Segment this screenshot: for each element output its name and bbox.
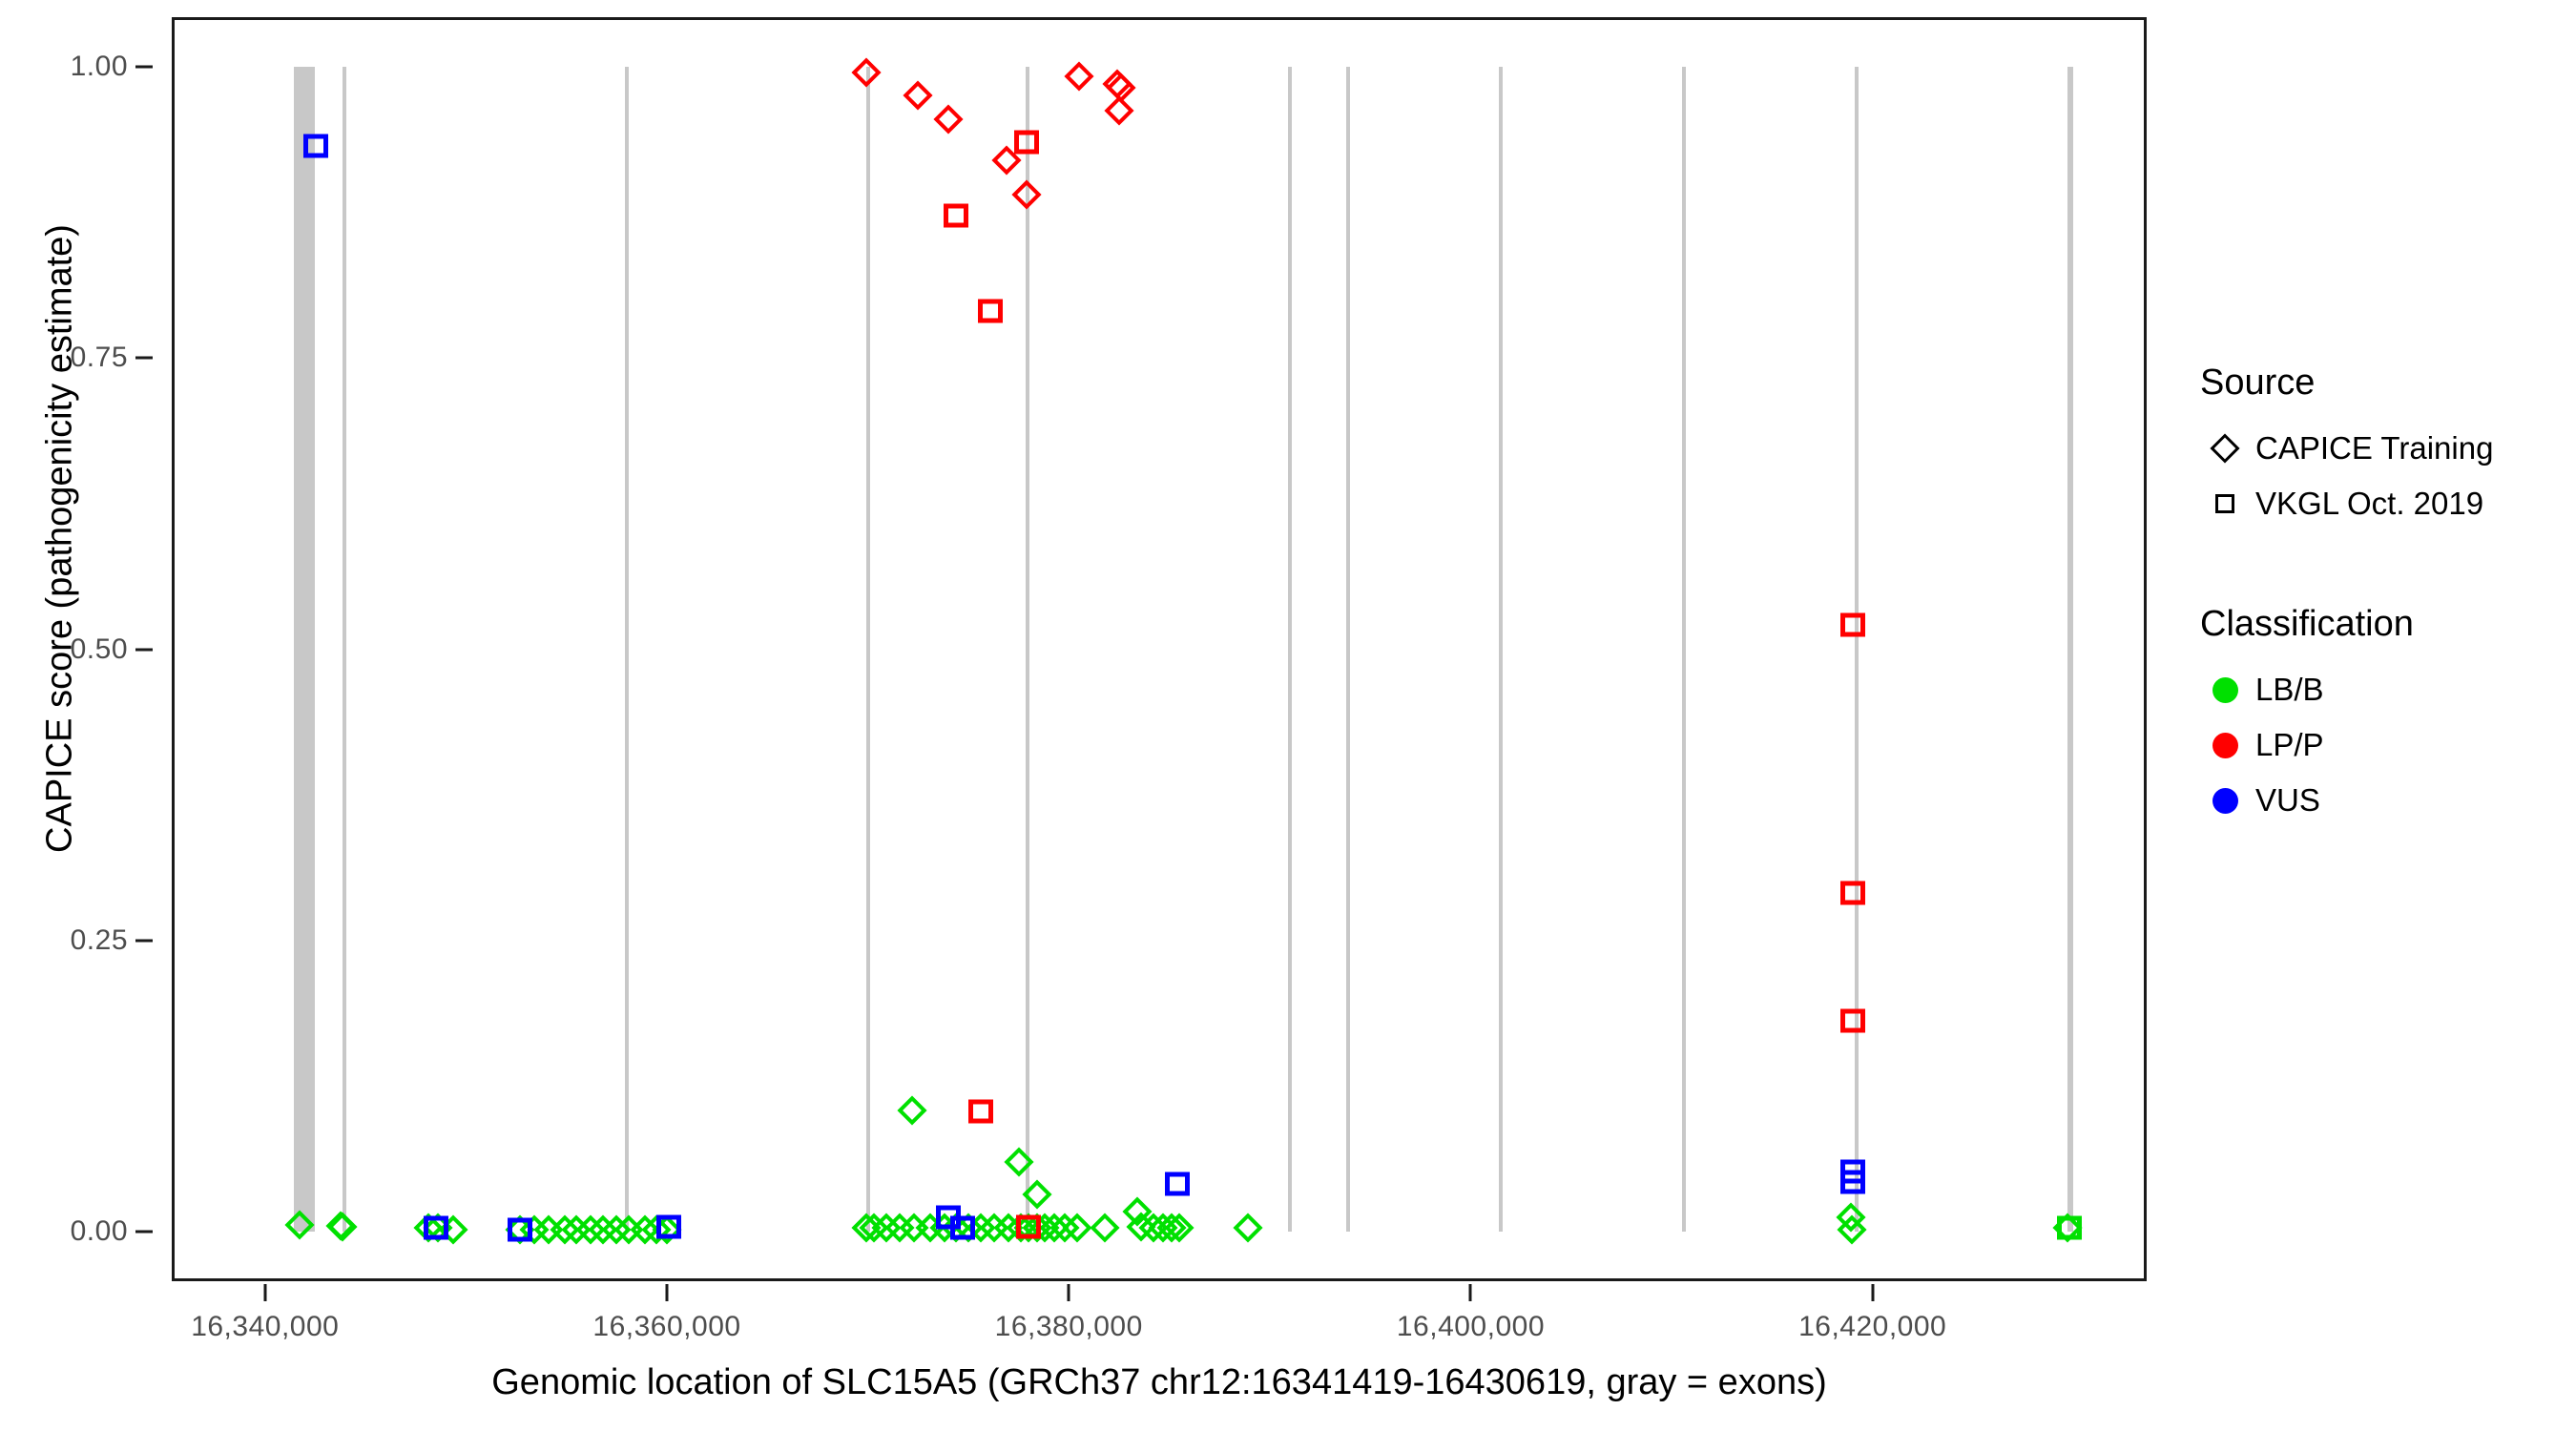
y-tick-mark <box>135 356 153 360</box>
plot-area <box>175 20 2144 1278</box>
legend-label: CAPICE Training <box>2255 430 2494 466</box>
data-point <box>1016 1214 1042 1239</box>
data-point <box>1064 61 1094 92</box>
exon-band <box>1854 66 1859 1233</box>
data-point <box>1233 1213 1263 1244</box>
data-point <box>302 134 328 158</box>
data-point <box>1013 130 1039 155</box>
exon-band <box>293 66 315 1233</box>
x-tick-mark <box>1871 1284 1875 1301</box>
dot-icon-vus <box>2194 787 2255 814</box>
x-tick-label: 16,400,000 <box>1396 1311 1546 1342</box>
data-point <box>508 1217 533 1242</box>
data-point <box>949 1215 975 1240</box>
exon-band <box>1025 66 1029 1233</box>
y-tick-mark <box>135 65 153 69</box>
legend-item-lbb[interactable]: LB/B <box>2194 662 2557 717</box>
x-axis-title: Genomic location of SLC15A5 (GRCh37 chr1… <box>491 1362 1827 1402</box>
data-point <box>903 80 933 111</box>
y-tick-label: 0.50 <box>70 633 128 665</box>
x-tick-mark <box>1468 1284 1472 1301</box>
legend-label: VUS <box>2255 782 2320 818</box>
exon-band <box>1345 66 1350 1233</box>
exon-band <box>342 66 346 1233</box>
data-point <box>933 104 964 135</box>
y-tick-mark <box>135 1230 153 1234</box>
data-point <box>944 203 969 228</box>
x-tick-label: 16,360,000 <box>592 1311 741 1342</box>
y-tick-label: 1.00 <box>70 50 128 82</box>
x-tick-mark <box>665 1284 669 1301</box>
data-point <box>1839 1170 1865 1194</box>
x-tick-mark <box>263 1284 267 1301</box>
x-tick-label: 16,340,000 <box>191 1311 340 1342</box>
data-point <box>1090 1213 1120 1244</box>
legend-title-classification: Classification <box>2200 604 2414 644</box>
legend-group-classification: Classification LB/B LP/P VUS <box>2194 604 2557 828</box>
legend-label: LP/P <box>2255 727 2324 762</box>
legend-group-source: Source CAPICE Training VKGL Oct. 2019 <box>2194 363 2557 531</box>
data-point <box>1104 95 1134 126</box>
y-tick-mark <box>135 648 153 651</box>
exon-band <box>1498 66 1503 1233</box>
data-point <box>850 57 882 88</box>
exon-band <box>1287 66 1292 1233</box>
square-outline-icon <box>2194 494 2255 513</box>
x-tick-label: 16,420,000 <box>1798 1311 1947 1342</box>
data-point <box>327 1212 358 1242</box>
data-point <box>1839 1008 1865 1033</box>
data-point <box>423 1215 448 1240</box>
legend-label: VKGL Oct. 2019 <box>2255 486 2484 521</box>
x-tick-label: 16,380,000 <box>994 1311 1143 1342</box>
legend-item-vus[interactable]: VUS <box>2194 773 2557 828</box>
y-axis-title: CAPICE score (pathogenicity estimate) <box>39 224 80 853</box>
plot-panel <box>172 17 2147 1281</box>
data-point <box>1164 1172 1190 1196</box>
legend-item-vkgl[interactable]: VKGL Oct. 2019 <box>2194 476 2557 531</box>
data-point <box>1839 612 1865 637</box>
y-tick-label: 0.00 <box>70 1215 128 1248</box>
y-axis: 0.00 0.25 0.50 0.75 1.00 <box>0 0 172 1298</box>
y-tick-mark <box>135 939 153 943</box>
data-point <box>978 299 1004 323</box>
diamond-outline-icon <box>2194 433 2255 464</box>
data-point <box>967 1099 993 1124</box>
data-point <box>1839 881 1865 905</box>
data-point <box>2057 1215 2083 1240</box>
legend-item-capice-training[interactable]: CAPICE Training <box>2194 421 2557 476</box>
exon-band <box>1681 66 1686 1233</box>
y-tick-label: 0.75 <box>70 342 128 374</box>
data-point <box>656 1214 682 1239</box>
dot-icon-lbb <box>2194 676 2255 703</box>
legend: Source CAPICE Training VKGL Oct. 2019 Cl… <box>2194 363 2557 901</box>
x-tick-mark <box>1067 1284 1070 1301</box>
exon-band <box>624 66 629 1233</box>
legend-label: LB/B <box>2255 672 2324 707</box>
exon-band <box>2067 66 2073 1233</box>
data-point <box>897 1095 927 1126</box>
dot-icon-lpp <box>2194 732 2255 758</box>
y-tick-label: 0.25 <box>70 923 128 956</box>
data-point <box>1011 179 1042 210</box>
legend-item-lpp[interactable]: LP/P <box>2194 717 2557 773</box>
legend-title-source: Source <box>2200 363 2316 403</box>
exon-band <box>865 66 870 1233</box>
